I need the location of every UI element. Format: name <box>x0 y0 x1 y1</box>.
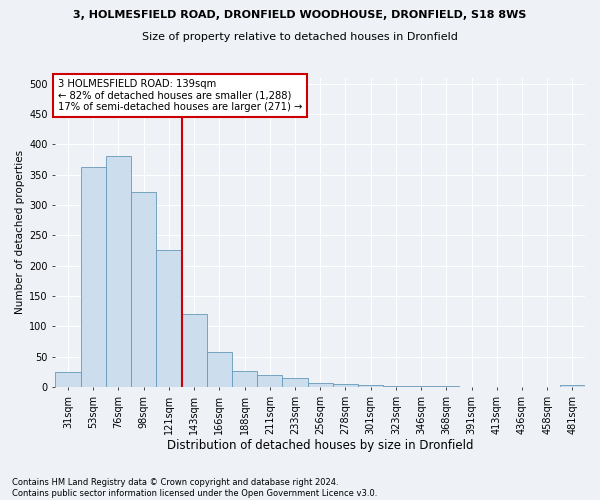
Bar <box>106 156 131 387</box>
Bar <box>409 386 434 387</box>
Bar <box>257 375 283 387</box>
Y-axis label: Number of detached properties: Number of detached properties <box>15 150 25 314</box>
Text: 3, HOLMESFIELD ROAD, DRONFIELD WOODHOUSE, DRONFIELD, S18 8WS: 3, HOLMESFIELD ROAD, DRONFIELD WOODHOUSE… <box>73 10 527 20</box>
Bar <box>358 385 383 387</box>
Bar <box>308 382 333 387</box>
Bar <box>207 352 232 387</box>
Bar <box>560 385 585 387</box>
Bar <box>232 371 257 387</box>
Text: Size of property relative to detached houses in Dronfield: Size of property relative to detached ho… <box>142 32 458 42</box>
Bar <box>283 378 308 387</box>
Bar <box>157 250 182 387</box>
Bar <box>333 384 358 387</box>
Bar <box>383 386 409 387</box>
Bar <box>182 314 207 387</box>
Bar <box>434 386 459 387</box>
Bar <box>80 166 106 387</box>
X-axis label: Distribution of detached houses by size in Dronfield: Distribution of detached houses by size … <box>167 440 473 452</box>
Text: Contains HM Land Registry data © Crown copyright and database right 2024.
Contai: Contains HM Land Registry data © Crown c… <box>12 478 377 498</box>
Bar <box>131 192 157 387</box>
Text: 3 HOLMESFIELD ROAD: 139sqm
← 82% of detached houses are smaller (1,288)
17% of s: 3 HOLMESFIELD ROAD: 139sqm ← 82% of deta… <box>58 79 302 112</box>
Bar <box>55 372 80 387</box>
